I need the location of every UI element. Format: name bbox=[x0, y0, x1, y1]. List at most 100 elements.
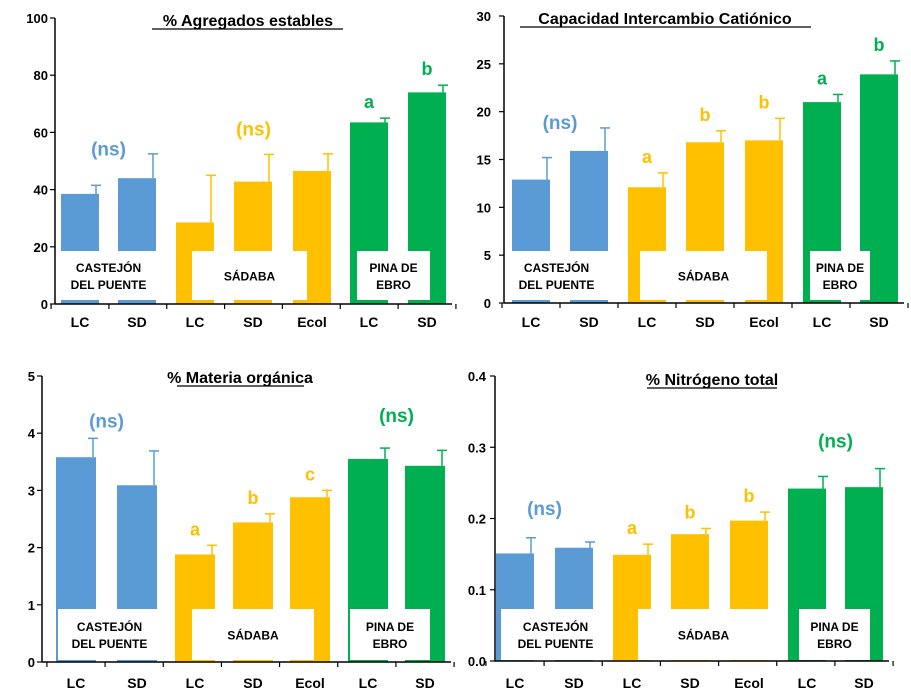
x-tick-label: LC bbox=[360, 314, 379, 330]
x-tick-label: LC bbox=[186, 314, 205, 330]
y-tick-label: 20 bbox=[34, 240, 48, 255]
y-tick-label: 20 bbox=[477, 105, 491, 120]
site-label-box bbox=[501, 609, 610, 660]
x-tick-label: SD bbox=[127, 675, 146, 691]
site-label: SÁDABA bbox=[227, 628, 279, 643]
x-tick-label: SD bbox=[415, 675, 434, 691]
site-label: EBRO bbox=[817, 637, 852, 651]
site-label: EBRO bbox=[376, 278, 411, 292]
x-tick-label: LC bbox=[71, 314, 90, 330]
y-tick-label: 2 bbox=[28, 541, 35, 556]
site-label: DEL PUENTE bbox=[71, 278, 147, 292]
site-label: PINA DE bbox=[366, 620, 414, 634]
x-tick-label: SD bbox=[127, 314, 146, 330]
y-tick-label: 60 bbox=[34, 125, 48, 140]
bar-annotation: a bbox=[817, 68, 828, 88]
x-tick-label: SD bbox=[579, 314, 598, 330]
chart-title: % Nitrógeno total bbox=[646, 372, 778, 389]
site-label-box bbox=[810, 251, 870, 300]
y-tick-label: 10 bbox=[477, 200, 491, 215]
y-tick-label: 0.2 bbox=[468, 512, 486, 527]
x-tick-label: Ecol bbox=[749, 314, 779, 330]
site-label-box bbox=[58, 609, 161, 660]
x-tick-label: Ecol bbox=[297, 314, 327, 330]
x-tick-label: SD bbox=[854, 675, 873, 691]
site-label-box bbox=[505, 251, 608, 300]
y-tick-label: 15 bbox=[477, 153, 491, 168]
site-label: CASTEJÓN bbox=[77, 619, 142, 634]
bar-annotation: a bbox=[642, 147, 653, 167]
y-tick-label: 0 bbox=[484, 296, 491, 311]
x-tick-label: Ecol bbox=[295, 675, 325, 691]
chart-title: % Materia orgánica bbox=[167, 370, 313, 387]
x-tick-label: SD bbox=[243, 314, 262, 330]
bar-annotation: b bbox=[248, 488, 259, 508]
x-tick-label: SD bbox=[243, 675, 262, 691]
x-tick-label: Ecol bbox=[734, 675, 764, 691]
y-tick-label: 0.1 bbox=[468, 583, 486, 598]
bar-annotation: a bbox=[627, 518, 638, 538]
bar-annotation: b bbox=[700, 105, 711, 125]
chart-title: Capacidad Intercambio Catiónico bbox=[538, 11, 792, 28]
bar-annotation: a bbox=[364, 92, 375, 112]
chart-panel: CASTEJÓN DEL PUENTE SÁDABA PINA DE EBRO 0 20 40… bbox=[26, 11, 457, 330]
x-tick-label: LC bbox=[522, 314, 541, 330]
site-label: SÁDABA bbox=[678, 269, 730, 284]
site-label-box bbox=[640, 251, 767, 300]
site-label: CASTEJÓN bbox=[523, 619, 588, 634]
y-tick-label: 5 bbox=[28, 369, 35, 384]
y-tick-label: 25 bbox=[477, 57, 491, 72]
group-annotation: (ns) bbox=[527, 499, 562, 520]
y-tick-label: 3 bbox=[28, 483, 35, 498]
y-tick-label: 4 bbox=[28, 426, 36, 441]
y-tick-label: 0.0 bbox=[468, 654, 486, 669]
chart-panel: CASTEJÓN DEL PUENTE SÁDABA PINA DE EBRO 0 5 10 1… bbox=[477, 9, 909, 330]
y-tick-label: 0.3 bbox=[468, 440, 486, 455]
y-tick-label: 30 bbox=[477, 9, 491, 24]
x-tick-label: LC bbox=[623, 675, 642, 691]
site-label: PINA DE bbox=[810, 620, 858, 634]
y-tick-label: 0 bbox=[41, 297, 48, 312]
x-tick-label: SD bbox=[695, 314, 714, 330]
site-label: PINA DE bbox=[816, 261, 864, 275]
y-tick-label: 0 bbox=[28, 655, 35, 670]
site-label-box bbox=[799, 609, 870, 660]
site-label-box bbox=[60, 251, 157, 300]
x-tick-label: SD bbox=[564, 675, 583, 691]
site-label: PINA DE bbox=[369, 261, 417, 275]
group-annotation: (ns) bbox=[89, 411, 124, 432]
bar-annotation: b bbox=[874, 35, 885, 55]
y-tick-label: 80 bbox=[34, 68, 48, 83]
bar-annotation: b bbox=[744, 486, 755, 506]
group-annotation: (ns) bbox=[543, 113, 578, 134]
site-label: SÁDABA bbox=[678, 628, 730, 643]
bar-annotation: c bbox=[305, 464, 315, 484]
bar-annotation: b bbox=[685, 502, 696, 522]
x-tick-label: LC bbox=[67, 675, 86, 691]
site-label-box bbox=[192, 251, 307, 300]
x-tick-label: LC bbox=[638, 314, 657, 330]
x-tick-label: SD bbox=[869, 314, 888, 330]
y-tick-label: 100 bbox=[26, 11, 48, 26]
site-label-box bbox=[638, 609, 769, 660]
site-label-box bbox=[192, 609, 314, 660]
site-label: SÁDABA bbox=[224, 269, 276, 284]
group-annotation: (ns) bbox=[379, 406, 414, 427]
site-label: DEL PUENTE bbox=[519, 278, 595, 292]
y-tick-label: 1 bbox=[28, 598, 35, 613]
site-label-box bbox=[350, 609, 430, 660]
chart-title: % Agregados estables bbox=[163, 13, 333, 30]
site-label: DEL PUENTE bbox=[518, 637, 594, 651]
group-annotation: (ns) bbox=[236, 119, 271, 140]
x-tick-label: SD bbox=[417, 314, 436, 330]
site-label: CASTEJÓN bbox=[524, 260, 589, 275]
site-label: EBRO bbox=[823, 278, 858, 292]
bar-annotation: a bbox=[190, 519, 201, 539]
group-annotation: (ns) bbox=[91, 139, 126, 160]
x-tick-label: LC bbox=[813, 314, 832, 330]
x-tick-label: LC bbox=[359, 675, 378, 691]
y-tick-label: 40 bbox=[34, 183, 48, 198]
x-tick-label: LC bbox=[186, 675, 205, 691]
site-label: CASTEJÓN bbox=[76, 260, 141, 275]
